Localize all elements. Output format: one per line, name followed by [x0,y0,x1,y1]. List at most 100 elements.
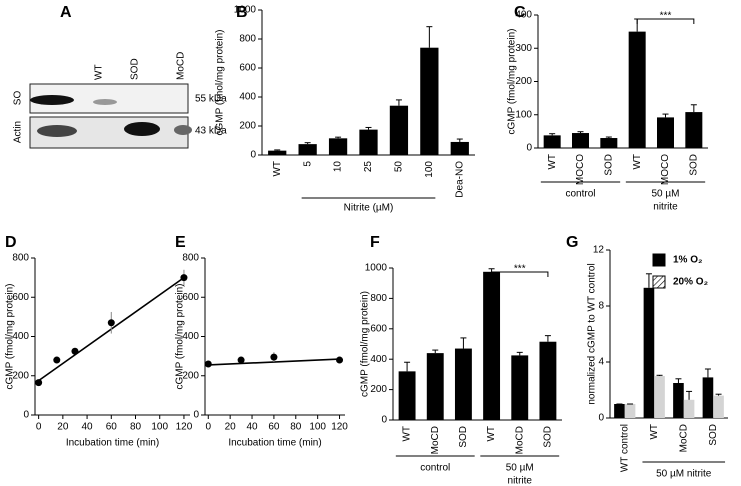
y-tick-label: 800 [239,34,256,45]
column-label: WT [94,64,105,80]
row-label: Actin [13,121,24,143]
y-tick-label: 200 [182,370,199,381]
y-axis-title: normalized cGMP to WT control [587,263,598,404]
x-axis-title: Incubation time (min) [228,438,321,449]
column-label: MoCD [176,52,187,80]
panel-label: G [566,234,578,251]
bar [600,138,618,148]
y-tick-label: 0 [193,410,199,421]
point [336,356,344,364]
panel-label: B [236,4,248,21]
x-tick-label: 20 [225,422,237,433]
x-tick-label: WT [547,154,558,170]
point [71,347,79,355]
x-tick-label: SOD [543,426,554,448]
point [53,356,61,364]
x-tick-label: 10 [333,161,344,173]
x-tick-label: 5 [302,161,313,167]
y-tick-label: 0 [250,150,256,161]
x-tick-label: 25 [363,161,374,173]
x-tick-label: 100 [151,422,168,433]
bar [328,138,348,155]
group-label: 50 µM [652,189,680,200]
band [93,99,117,105]
legend-swatch [652,275,666,289]
y-tick-label: 12 [593,245,605,256]
bar [454,348,472,420]
x-tick-label: SOD [688,154,699,176]
bar [543,135,561,148]
y-axis-title: cGMP (fmol/mg protein) [5,284,16,390]
y-tick-label: 0 [598,413,604,424]
x-tick-label: 80 [290,422,302,433]
blot-panel: A WT SOD MoCD SO Actin 55 kDa 43 kDa [13,4,227,149]
bar [628,31,646,148]
x-tick-label: MoCD [514,426,525,454]
y-tick-label: 4 [598,357,604,368]
x-tick-label: 50 [394,161,405,173]
row-label: SO [13,91,24,106]
x-tick-label: 120 [176,422,193,433]
y-axis-title: cGMP (fmol/mg protein) [175,284,186,390]
x-tick-label: MOCO [575,154,586,185]
y-axis-title: cGMP (fmol/mg protein) [215,30,226,136]
x-tick-label: WT [649,424,660,440]
y-tick-label: 0 [381,415,387,426]
y-axis-title: cGMP (fmol/mg protein) [360,291,371,397]
panel-label: F [370,234,380,251]
bar [268,150,287,155]
panel-label: E [175,234,186,251]
bar [685,112,703,148]
y-tick-label: 8 [598,301,604,312]
y-tick-label: 200 [239,121,256,132]
y-tick-label: 600 [370,323,387,334]
y-tick-label: 1000 [234,5,257,16]
bar [511,355,529,420]
bar [654,376,665,418]
y-tick-label: 600 [239,63,256,74]
bar [450,141,469,155]
x-tick-label: MoCD [430,426,441,454]
group-label: 50 µM [506,463,534,474]
group-label: nitrite [508,476,533,486]
bar [702,377,714,418]
bar [614,404,625,418]
point [204,360,212,368]
x-axis-title: Incubation time (min) [66,438,159,449]
y-tick-label: 400 [182,331,199,342]
bar [420,47,439,156]
x-tick-label: MOCO [660,154,671,185]
significance-label: *** [514,264,526,275]
x-tick-label: 0 [36,422,42,433]
y-tick-label: 0 [526,143,532,154]
y-tick-label: 800 [370,293,387,304]
y-tick-label: 200 [370,384,387,395]
x-tick-label: 20 [57,422,69,433]
size-label: 55 kDa [195,94,227,105]
y-tick-label: 200 [12,370,29,381]
x-tick-label: 100 [309,422,326,433]
x-tick-label: MoCD [678,424,689,452]
point [180,274,188,282]
y-tick-label: 100 [515,109,532,120]
x-tick-label: WT control [619,424,630,472]
x-tick-label: WT [402,426,413,442]
bar [426,353,444,420]
y-tick-label: 200 [515,76,532,87]
point [270,353,278,361]
bar [683,399,695,418]
group-label: 50 µM nitrite [656,469,712,480]
x-tick-label: WT [486,426,497,442]
x-tick-label: SOD [603,154,614,176]
bar [624,404,636,418]
x-tick-label: 40 [82,422,94,433]
y-tick-label: 400 [370,354,387,365]
column-label: SOD [130,58,141,80]
x-tick-label: 80 [130,422,142,433]
bar [398,371,416,420]
point [107,319,115,327]
legend-label: 1% O₂ [673,255,702,266]
legend-swatch [652,253,666,267]
y-tick-label: 800 [182,253,199,264]
